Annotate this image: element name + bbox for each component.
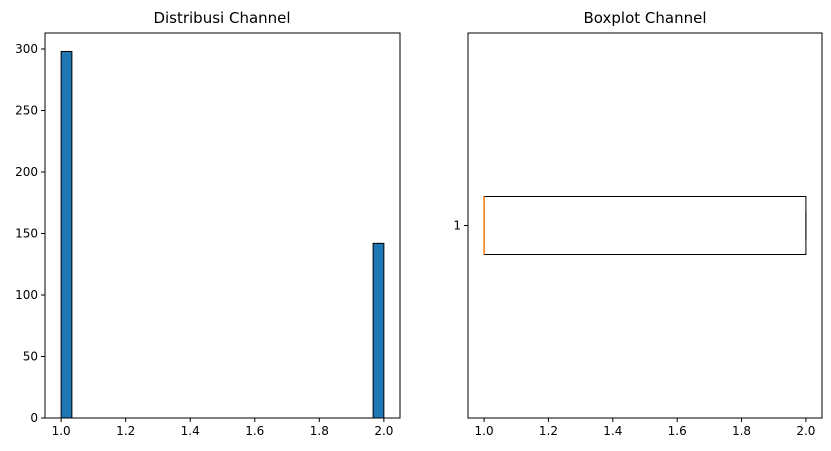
boxplot-y-axis: 1 [453, 219, 468, 233]
boxplot-box [483, 196, 807, 255]
boxplot-x-axis: 1.0 1.2 1.4 1.6 1.8 2.0 [475, 418, 815, 438]
y-tick-label: 200 [15, 165, 38, 179]
histogram-bar [372, 242, 385, 419]
x-tick-label: 1.4 [181, 424, 200, 438]
y-tick-label: 250 [15, 103, 38, 117]
y-tick-label: 100 [15, 288, 38, 302]
boxplot-title: Boxplot Channel [584, 9, 707, 27]
y-tick-label: 0 [30, 411, 38, 425]
x-tick-label: 1.0 [475, 424, 494, 438]
y-tick-label: 300 [15, 42, 38, 56]
histogram-x-axis: 1.0 1.2 1.4 1.6 1.8 2.0 [52, 418, 393, 438]
x-tick-label: 2.0 [374, 424, 393, 438]
histogram-bar [60, 50, 73, 419]
y-tick-label: 1 [453, 219, 461, 233]
boxplot-panel: Boxplot Channel 1.0 1.2 1.4 1.6 1.8 2.0 1 [453, 9, 823, 438]
x-tick-label: 1.8 [310, 424, 329, 438]
y-tick-label: 50 [23, 349, 38, 363]
x-tick-label: 1.0 [52, 424, 71, 438]
histogram-title: Distribusi Channel [153, 9, 290, 27]
boxplot-marks [483, 196, 807, 255]
x-tick-label: 2.0 [796, 424, 815, 438]
x-tick-label: 1.2 [116, 424, 135, 438]
x-tick-label: 1.4 [603, 424, 622, 438]
boxplot-axes-frame [467, 32, 823, 419]
histogram-y-axis: 0 50 100 150 200 250 300 [15, 42, 45, 425]
histogram-axes-frame [44, 32, 401, 419]
x-tick-label: 1.6 [245, 424, 264, 438]
x-tick-label: 1.6 [668, 424, 687, 438]
histogram-bars [60, 50, 385, 419]
histogram-panel: Distribusi Channel 1.0 1.2 1.4 1.6 1.8 2.0 0 5… [15, 9, 401, 438]
y-tick-label: 150 [15, 226, 38, 240]
x-tick-label: 1.8 [732, 424, 751, 438]
x-tick-label: 1.2 [539, 424, 558, 438]
